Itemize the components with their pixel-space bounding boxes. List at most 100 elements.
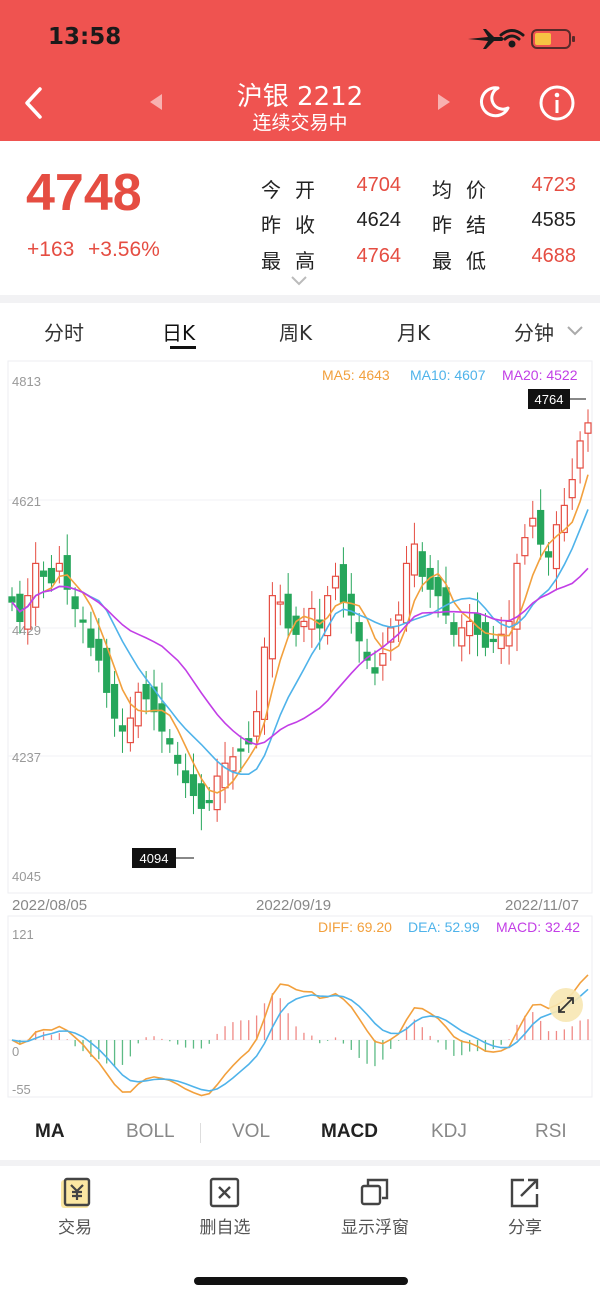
y-tick-label: 4621 bbox=[12, 494, 41, 509]
indicator-kdj[interactable]: KDJ bbox=[431, 1121, 467, 1142]
diff-legend: DIFF: 69.20 bbox=[318, 919, 392, 935]
candle-body bbox=[292, 615, 300, 635]
x-tick-label: 2022/08/05 bbox=[12, 897, 87, 914]
tab-intraday[interactable]: 分时 bbox=[44, 321, 84, 345]
candle-body bbox=[560, 504, 568, 534]
tab-weekly-k[interactable]: 周K bbox=[279, 321, 313, 345]
candle-body bbox=[513, 562, 521, 630]
ma5-line bbox=[11, 474, 589, 794]
indicator-macd[interactable]: MACD bbox=[321, 1121, 378, 1142]
candle-body bbox=[103, 647, 111, 693]
tab-monthly-k[interactable]: 月K bbox=[397, 321, 431, 345]
candle-body bbox=[221, 762, 229, 789]
quote-value-avg: 4723 bbox=[531, 174, 577, 196]
status-icons bbox=[468, 29, 575, 49]
indicator-boll[interactable]: BOLL bbox=[126, 1121, 175, 1142]
indicator-rsi[interactable]: RSI bbox=[535, 1121, 567, 1142]
yuan-icon bbox=[61, 1177, 91, 1208]
wifi-icon bbox=[499, 29, 525, 48]
candle-body bbox=[537, 509, 545, 545]
indicator-ma[interactable]: MA bbox=[35, 1121, 65, 1142]
candle-body bbox=[552, 524, 561, 570]
ma20-legend: MA20: 4522 bbox=[502, 367, 578, 383]
trade-button[interactable] bbox=[59, 1176, 93, 1210]
float-window-icon bbox=[360, 1178, 389, 1206]
candle-body bbox=[284, 593, 292, 629]
quote-panel: 4748 +163 +3.56% 今开 4704 均价 4723 昨收 4624… bbox=[0, 141, 600, 295]
fullscreen-expand-icon[interactable] bbox=[549, 988, 583, 1022]
candle-body bbox=[497, 633, 505, 650]
share-icon bbox=[510, 1178, 539, 1208]
last-price: 4748 bbox=[26, 164, 142, 222]
macd-chart-frame bbox=[7, 915, 593, 1098]
candle-body bbox=[379, 653, 387, 666]
next-contract-icon[interactable] bbox=[436, 93, 452, 111]
back-icon[interactable] bbox=[22, 86, 48, 120]
candle-body bbox=[481, 622, 490, 648]
candle-body bbox=[260, 646, 269, 720]
y-tick-label: 4429 bbox=[12, 623, 41, 638]
share-label[interactable]: 分享 bbox=[508, 1218, 542, 1238]
delete-box-icon bbox=[209, 1177, 240, 1208]
dea-line bbox=[11, 988, 589, 1092]
candle-body bbox=[355, 622, 363, 642]
chart-area[interactable]: 4813 4621 4429 4237 4045 MA5: 4643 MA10:… bbox=[0, 359, 600, 1104]
moving-average-lines bbox=[11, 474, 589, 794]
night-mode-icon[interactable] bbox=[476, 84, 512, 120]
max-price-tag bbox=[528, 389, 570, 409]
candle-body bbox=[205, 799, 213, 804]
tab-minute[interactable]: 分钟 bbox=[514, 321, 554, 345]
candle-body bbox=[110, 683, 119, 719]
candle-body bbox=[24, 595, 32, 630]
indicator-tabs: MA BOLL VOL MACD KDJ RSI bbox=[0, 1104, 600, 1160]
dea-legend: DEA: 52.99 bbox=[408, 919, 480, 935]
candle-body bbox=[434, 576, 442, 597]
y-tick-label: 4045 bbox=[12, 869, 41, 884]
macd-y-tick: 121 bbox=[12, 927, 34, 942]
airplane-icon bbox=[468, 29, 504, 49]
candle-body bbox=[229, 756, 237, 772]
indicator-vol[interactable]: VOL bbox=[232, 1121, 271, 1142]
candle-body bbox=[276, 601, 284, 605]
app-header: 13:58 沪银 2212 连续交易中 bbox=[0, 0, 600, 141]
candle-body bbox=[134, 691, 142, 727]
quote-label-prev-settle: 昨结 bbox=[432, 213, 500, 237]
candle-body bbox=[544, 551, 553, 558]
divider bbox=[200, 1123, 201, 1143]
trading-status: 连续交易中 bbox=[252, 112, 348, 134]
candle-body bbox=[505, 620, 513, 647]
ma20-line bbox=[11, 567, 589, 746]
remove-watchlist-label[interactable]: 删自选 bbox=[199, 1218, 251, 1238]
remove-watchlist-button[interactable] bbox=[208, 1176, 242, 1210]
info-icon[interactable] bbox=[538, 84, 576, 122]
min-price-label: 4094 bbox=[140, 851, 169, 866]
y-tick-label: 4237 bbox=[12, 750, 41, 765]
x-tick-label: 2022/11/07 bbox=[505, 897, 579, 914]
quote-label-high: 最高 bbox=[261, 249, 329, 273]
bottom-nav: 交易 删自选 显示浮窗 分享 bbox=[0, 1166, 600, 1299]
quote-label-avg: 均价 bbox=[432, 178, 500, 202]
float-window-button[interactable] bbox=[358, 1176, 392, 1210]
candle-body bbox=[458, 627, 466, 647]
status-time: 13:58 bbox=[48, 24, 122, 50]
quote-label-open: 今开 bbox=[261, 178, 329, 202]
candle-body bbox=[300, 620, 308, 628]
candle-body bbox=[529, 517, 537, 527]
float-window-label[interactable]: 显示浮窗 bbox=[341, 1218, 409, 1238]
candle-body bbox=[402, 562, 411, 624]
kline-chart[interactable]: 4813 4621 4429 4237 4045 MA5: 4643 MA10:… bbox=[0, 359, 600, 1104]
tab-daily-k[interactable]: 日K bbox=[162, 321, 196, 345]
share-button[interactable] bbox=[508, 1176, 542, 1210]
candle-body bbox=[339, 564, 347, 603]
minute-dropdown-icon[interactable] bbox=[566, 325, 584, 337]
y-tick-label: 4813 bbox=[12, 374, 41, 389]
prev-contract-icon[interactable] bbox=[148, 93, 164, 111]
trade-label[interactable]: 交易 bbox=[58, 1218, 92, 1238]
x-tick-label: 2022/09/19 bbox=[256, 897, 331, 914]
candle-body bbox=[55, 562, 63, 572]
expand-chevron-icon[interactable] bbox=[290, 275, 308, 287]
candle-body bbox=[395, 614, 403, 621]
quote-value-prev-settle: 4585 bbox=[531, 209, 577, 231]
candle-body bbox=[71, 596, 79, 610]
min-price-tag bbox=[132, 848, 176, 868]
